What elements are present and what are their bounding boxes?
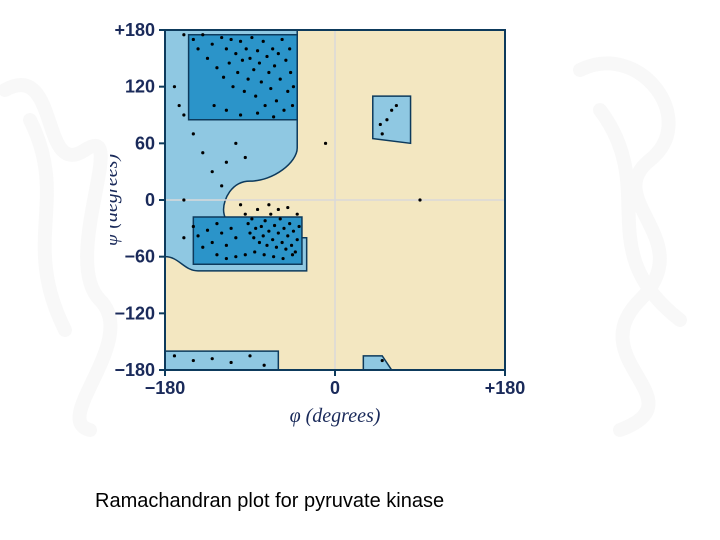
x-axis-label: φ (degrees) [290, 405, 381, 427]
allowed-region [165, 351, 278, 370]
y-tick-label: −120 [114, 303, 155, 323]
y-tick-label: −180 [114, 360, 155, 380]
x-tick-label: 0 [330, 378, 340, 398]
y-tick-label: 0 [145, 190, 155, 210]
ramachandran-plot: −180 −120 −60 0 60 120 +180 −180 0 +180 ψ (degrees… [110, 20, 530, 450]
allowed-region [373, 96, 411, 143]
y-tick-label: 60 [135, 133, 155, 153]
x-tick-label: −180 [145, 378, 186, 398]
y-tick-label: −60 [124, 247, 155, 267]
y-tick-label: 120 [125, 77, 155, 97]
figure-caption: Ramachandran plot for pyruvate kinase [95, 490, 444, 513]
x-tick-label: +180 [485, 378, 526, 398]
core-region [189, 35, 298, 120]
y-axis-label: ψ (degrees) [110, 154, 122, 247]
y-tick-label: +180 [114, 20, 155, 40]
